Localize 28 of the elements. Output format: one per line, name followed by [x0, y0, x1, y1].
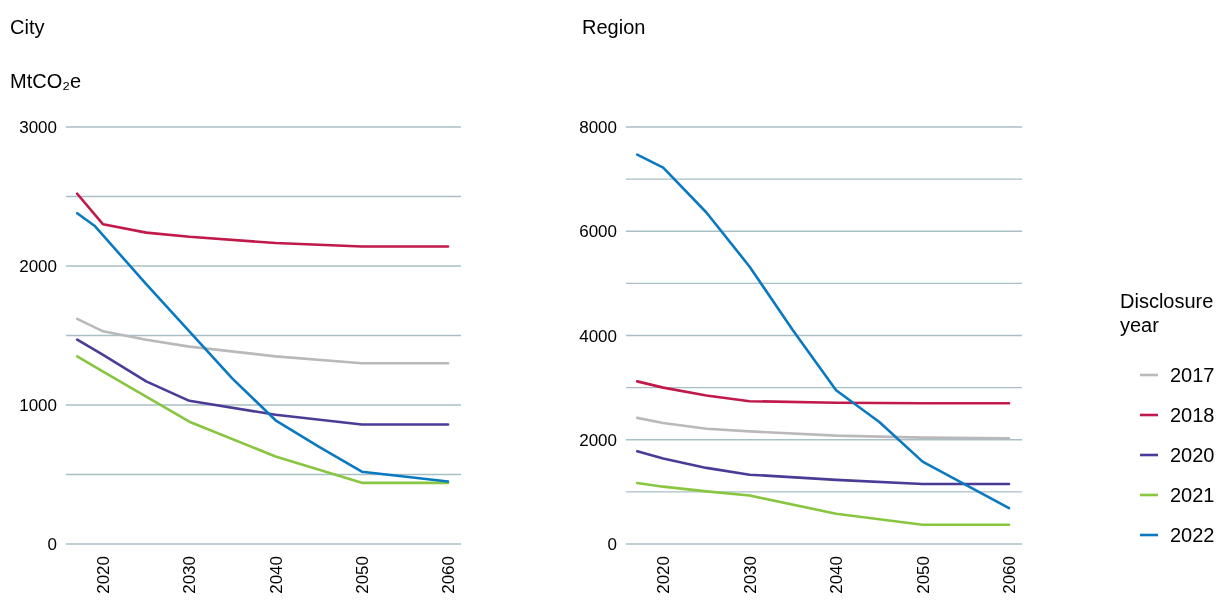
legend-label: 2020 [1170, 444, 1215, 466]
x-tick-label: 2020 [94, 556, 114, 594]
legend-label: 2018 [1170, 404, 1215, 426]
chart-title: Region [582, 16, 646, 38]
x-tick-label: 2040 [266, 556, 286, 594]
y-tick-label: 0 [607, 535, 617, 554]
x-tick-label: 2030 [180, 556, 200, 594]
legend-title: Disclosure year [1120, 290, 1214, 336]
x-tick-label: 2060 [1000, 556, 1020, 594]
legend-label: 2017 [1170, 364, 1215, 386]
x-tick-label: 2050 [352, 556, 372, 594]
legend-label: 2021 [1170, 484, 1215, 506]
y-tick-label: 2000 [579, 430, 617, 450]
y-tick-label: 3000 [19, 118, 57, 137]
legend-label: 2022 [1170, 524, 1215, 546]
y-tick-label: 1000 [19, 396, 57, 415]
y-tick-label: 2000 [19, 257, 57, 276]
chart-title: City [10, 16, 45, 38]
y-tick-label: 6000 [579, 222, 617, 242]
x-tick-label: 2050 [913, 556, 933, 594]
y-axis-title: MtCO₂e [10, 70, 82, 92]
x-tick-label: 2060 [439, 556, 459, 594]
x-tick-label: 2040 [827, 556, 847, 594]
x-tick-label: 2030 [740, 556, 760, 594]
y-tick-label: 0 [47, 535, 57, 554]
y-tick-label: 4000 [579, 326, 617, 346]
x-tick-label: 2020 [654, 556, 674, 594]
y-tick-label: 8000 [579, 118, 617, 137]
